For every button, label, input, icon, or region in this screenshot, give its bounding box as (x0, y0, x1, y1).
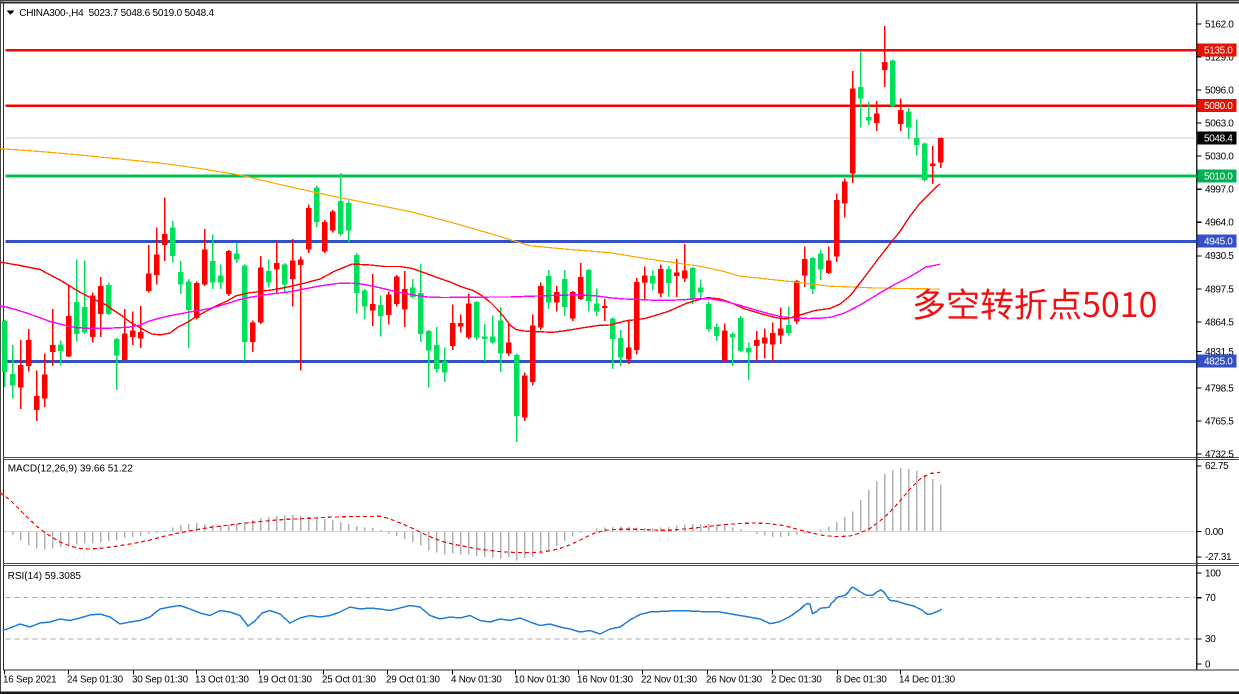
svg-text:5048.4: 5048.4 (1204, 134, 1233, 145)
svg-text:4 Nov 01:30: 4 Nov 01:30 (451, 675, 502, 686)
svg-text:14 Dec 01:30: 14 Dec 01:30 (899, 675, 956, 686)
svg-text:5030.0: 5030.0 (1205, 152, 1234, 163)
svg-text:4765.5: 4765.5 (1205, 417, 1234, 428)
svg-text:30 Sep 01:30: 30 Sep 01:30 (132, 675, 189, 686)
svg-text:100: 100 (1205, 569, 1221, 580)
svg-text:0: 0 (1205, 659, 1211, 670)
svg-text:5096.0: 5096.0 (1205, 86, 1234, 97)
svg-text:26 Nov 01:30: 26 Nov 01:30 (706, 675, 763, 686)
svg-text:4831.5: 4831.5 (1205, 347, 1234, 358)
svg-text:62.75: 62.75 (1205, 461, 1229, 472)
svg-text:16 Nov 01:30: 16 Nov 01:30 (577, 675, 634, 686)
svg-text:22 Nov 01:30: 22 Nov 01:30 (641, 675, 698, 686)
svg-text:4825.0: 4825.0 (1204, 356, 1233, 367)
svg-text:19 Oct 01:30: 19 Oct 01:30 (258, 675, 312, 686)
svg-text:8 Dec 01:30: 8 Dec 01:30 (836, 675, 887, 686)
svg-text:4732.5: 4732.5 (1205, 450, 1234, 461)
svg-text:0.00: 0.00 (1205, 527, 1224, 538)
svg-text:5010.0: 5010.0 (1204, 171, 1233, 182)
svg-text:CHINA300-,H4 5023.7 5048.6 50: CHINA300-,H4 5023.7 5048.6 5019.0 5048.4 (19, 8, 214, 19)
svg-text:29 Oct 01:30: 29 Oct 01:30 (386, 675, 440, 686)
svg-text:-27.31: -27.31 (1205, 552, 1232, 563)
svg-text:4930.5: 4930.5 (1205, 251, 1234, 262)
svg-text:4945.0: 4945.0 (1204, 236, 1233, 247)
svg-text:5135.0: 5135.0 (1204, 46, 1233, 57)
svg-text:5063.0: 5063.0 (1205, 119, 1234, 130)
svg-text:RSI(14) 59.3085: RSI(14) 59.3085 (8, 571, 82, 582)
svg-text:4798.5: 4798.5 (1205, 383, 1234, 394)
svg-text:24 Sep 01:30: 24 Sep 01:30 (67, 675, 124, 686)
svg-text:16 Sep 2021: 16 Sep 2021 (3, 675, 56, 686)
svg-text:5162.0: 5162.0 (1205, 19, 1234, 30)
svg-text:25 Oct 01:30: 25 Oct 01:30 (322, 675, 376, 686)
svg-text:30: 30 (1205, 634, 1216, 645)
svg-text:MACD(12,26,9) 39.66 51.22: MACD(12,26,9) 39.66 51.22 (8, 464, 134, 475)
svg-text:4897.5: 4897.5 (1205, 284, 1234, 295)
svg-text:4997.0: 4997.0 (1205, 185, 1234, 196)
svg-text:70: 70 (1205, 593, 1216, 604)
svg-text:2 Dec 01:30: 2 Dec 01:30 (771, 675, 822, 686)
svg-text:4964.0: 4964.0 (1205, 218, 1234, 229)
svg-text:10 Nov 01:30: 10 Nov 01:30 (514, 675, 571, 686)
svg-text:5129.0: 5129.0 (1205, 52, 1234, 63)
svg-text:5080.0: 5080.0 (1204, 101, 1233, 112)
svg-text:13 Oct 01:30: 13 Oct 01:30 (195, 675, 249, 686)
svg-text:4864.5: 4864.5 (1205, 317, 1234, 328)
